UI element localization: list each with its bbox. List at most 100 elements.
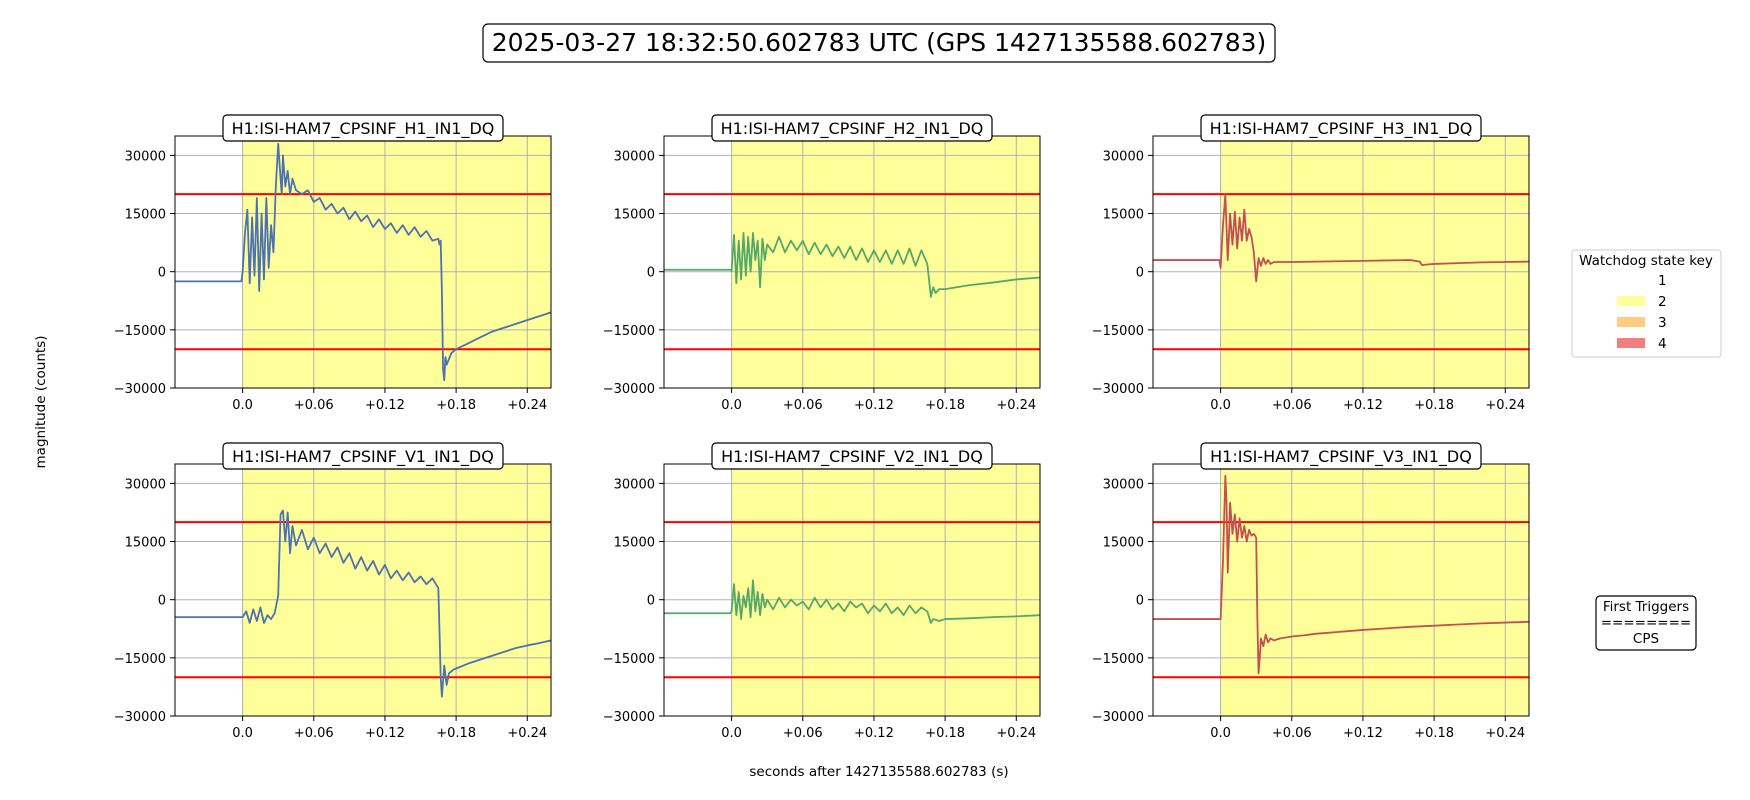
- y-tick-label: −15000: [114, 324, 166, 339]
- x-tick-label: +0.24: [507, 398, 547, 413]
- y-tick-label: 15000: [125, 208, 166, 223]
- y-tick-label: −30000: [603, 382, 655, 397]
- x-tick-label: +0.06: [1272, 398, 1312, 413]
- series-line: [175, 142, 551, 382]
- legend-swatch-4: [1617, 338, 1645, 348]
- panel-title-box: [711, 442, 993, 470]
- y-tick-label: −30000: [603, 710, 655, 725]
- panels: 0.0 +0.06 +0.12 +0.18 +0.24 30000 15000 0 −15000…: [114, 114, 1530, 741]
- series-line: [175, 509, 551, 698]
- y-tick-label: 15000: [614, 208, 655, 223]
- first-triggers-value: CPS: [1633, 631, 1659, 647]
- panel-title-box: [1200, 442, 1482, 470]
- y-tick-label: −15000: [603, 652, 655, 667]
- legend-swatch-2: [1617, 296, 1645, 306]
- x-tick-label: +0.18: [436, 726, 476, 741]
- x-tick-label: 0.0: [1210, 398, 1231, 413]
- x-tick-label: +0.06: [783, 726, 823, 741]
- y-tick-label: 0: [647, 594, 655, 609]
- x-tick-label: +0.06: [294, 398, 334, 413]
- legend-swatch-3: [1617, 317, 1645, 327]
- state-span: [731, 136, 1040, 388]
- y-tick-label: 30000: [614, 477, 655, 492]
- y-tick-label: 30000: [125, 477, 166, 492]
- x-tick-label: +0.12: [365, 726, 405, 741]
- y-tick-label: −30000: [114, 710, 166, 725]
- y-tick-label: 30000: [1103, 477, 1144, 492]
- panel-6: 0.0 +0.06 +0.12 +0.18 +0.24 30000 15000 0 −15000…: [1092, 442, 1530, 741]
- series-line: [664, 579, 1040, 624]
- x-tick-label: +0.24: [1485, 398, 1525, 413]
- legend-swatch-1: [1617, 275, 1645, 285]
- panel-title: H1:ISI-HAM7_CPSINF_H2_IN1_DQ: [721, 119, 984, 139]
- x-tick-label: 0.0: [721, 726, 742, 741]
- y-tick-label: 15000: [125, 536, 166, 551]
- state-span: [242, 136, 551, 388]
- y-tick-label: 15000: [1103, 208, 1144, 223]
- y-tick-label: −15000: [1092, 652, 1144, 667]
- first-triggers-frame: [1595, 595, 1697, 651]
- panel-title: H1:ISI-HAM7_CPSINF_V2_IN1_DQ: [721, 447, 983, 467]
- panel-3: 0.0 +0.06 +0.12 +0.18 +0.24 30000 15000 0 −15000…: [1092, 114, 1530, 413]
- panel-4: 0.0 +0.06 +0.12 +0.18 +0.24 30000 15000 0 −15000…: [114, 442, 552, 741]
- legend-label-1: 1: [1658, 273, 1667, 289]
- legend-entries: 1 2 3 4: [1617, 273, 1667, 352]
- y-tick-label: 0: [647, 266, 655, 281]
- y-tick-label: 0: [158, 266, 166, 281]
- x-tick-label: +0.24: [507, 726, 547, 741]
- figure-xlabel: seconds after 1427135588.602783 (s): [749, 764, 1008, 780]
- state-span: [242, 464, 551, 716]
- x-tick-label: +0.12: [1343, 398, 1383, 413]
- x-tick-label: +0.24: [1485, 726, 1525, 741]
- x-tick-label: +0.18: [925, 398, 965, 413]
- y-tick-label: 30000: [1103, 149, 1144, 164]
- panel-title-box: [1200, 114, 1482, 142]
- legend-title: Watchdog state key: [1579, 253, 1713, 269]
- panel-5: 0.0 +0.06 +0.12 +0.18 +0.24 30000 15000 0 −15000…: [603, 442, 1041, 741]
- figure-title: 2025-03-27 18:32:50.602783 UTC (GPS 1427…: [492, 28, 1267, 57]
- x-tick-label: 0.0: [721, 398, 742, 413]
- first-triggers-title: First Triggers: [1603, 599, 1689, 615]
- x-tick-label: 0.0: [232, 726, 253, 741]
- y-tick-label: −30000: [1092, 710, 1144, 725]
- panel-1: 0.0 +0.06 +0.12 +0.18 +0.24 30000 15000 0 −15000…: [114, 114, 552, 413]
- x-tick-label: +0.18: [925, 726, 965, 741]
- figure-title-group: 2025-03-27 18:32:50.602783 UTC (GPS 1427…: [482, 23, 1276, 63]
- first-triggers-box: First Triggers ======== CPS: [1595, 595, 1697, 651]
- x-tick-label: +0.18: [1414, 398, 1454, 413]
- y-tick-label: −30000: [114, 382, 166, 397]
- figure-title-box: [482, 23, 1276, 63]
- state-span: [731, 464, 1040, 716]
- y-tick-label: 30000: [125, 149, 166, 164]
- figure-ylabel: magnitude (counts): [33, 336, 49, 469]
- series-line: [1153, 474, 1529, 675]
- x-tick-label: 0.0: [1210, 726, 1231, 741]
- panel-2: 0.0 +0.06 +0.12 +0.18 +0.24 30000 15000 0 −15000…: [603, 114, 1041, 413]
- panel-title: H1:ISI-HAM7_CPSINF_V1_IN1_DQ: [232, 447, 494, 467]
- x-tick-label: +0.06: [783, 398, 823, 413]
- panel-title: H1:ISI-HAM7_CPSINF_H3_IN1_DQ: [1210, 119, 1473, 139]
- legend-label-3: 3: [1658, 315, 1667, 331]
- x-tick-label: +0.12: [365, 398, 405, 413]
- legend-label-4: 4: [1658, 336, 1667, 352]
- panel-title-box: [222, 442, 504, 470]
- series-line: [1153, 193, 1529, 283]
- x-tick-label: +0.12: [854, 726, 894, 741]
- x-tick-label: +0.24: [996, 726, 1036, 741]
- series-line: [664, 232, 1040, 298]
- panel-title: H1:ISI-HAM7_CPSINF_V3_IN1_DQ: [1210, 447, 1472, 467]
- y-tick-label: 0: [1136, 266, 1144, 281]
- panel-title: H1:ISI-HAM7_CPSINF_H1_IN1_DQ: [232, 119, 495, 139]
- state-span: [1220, 464, 1529, 716]
- panel-title-box: [222, 114, 504, 142]
- y-tick-label: −15000: [1092, 324, 1144, 339]
- watchdog-legend: Watchdog state key 1 2 3 4: [1571, 249, 1722, 358]
- x-tick-label: +0.06: [294, 726, 334, 741]
- y-tick-label: 15000: [1103, 536, 1144, 551]
- x-tick-label: 0.0: [232, 398, 253, 413]
- panel-title-box: [711, 114, 993, 142]
- y-tick-label: 30000: [614, 149, 655, 164]
- y-tick-label: 0: [1136, 594, 1144, 609]
- x-tick-label: +0.24: [996, 398, 1036, 413]
